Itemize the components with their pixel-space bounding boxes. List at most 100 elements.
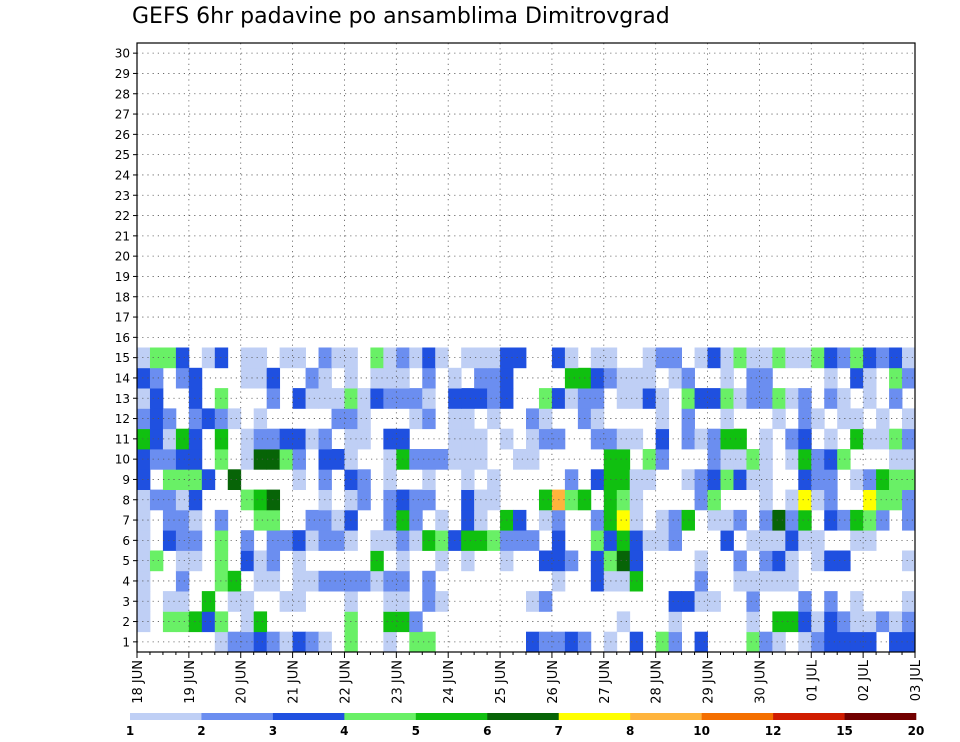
heatmap-cell xyxy=(279,347,293,369)
x-tick-label: 23 JUN xyxy=(390,660,405,704)
heatmap-cell xyxy=(616,469,631,490)
heatmap-cell xyxy=(137,347,151,369)
heatmap-cell xyxy=(461,530,475,551)
heatmap-cell xyxy=(409,449,423,470)
colorbar-label: 12 xyxy=(765,724,782,738)
heatmap-cell xyxy=(889,428,903,450)
y-tick-label: 24 xyxy=(115,168,130,182)
heatmap-cell xyxy=(538,388,553,409)
heatmap-cell xyxy=(201,469,216,490)
heatmap-cell xyxy=(746,570,760,592)
heatmap-cell xyxy=(772,347,786,369)
x-tick-label: 21 JUN xyxy=(287,660,302,704)
heatmap-cell xyxy=(902,408,916,430)
heatmap-cell xyxy=(357,428,371,450)
heatmap-cell xyxy=(824,367,838,389)
heatmap-cell xyxy=(668,591,682,612)
heatmap-cell xyxy=(759,367,773,389)
heatmap-cell xyxy=(798,631,812,653)
heatmap-cell xyxy=(746,631,760,653)
x-tick-label: 27 JUN xyxy=(598,660,613,704)
colorbar-swatch xyxy=(415,713,488,720)
heatmap-cell xyxy=(564,388,579,409)
heatmap-cell xyxy=(331,388,345,409)
heatmap-cell xyxy=(694,347,708,369)
heatmap-cell xyxy=(435,550,449,572)
heatmap-cell xyxy=(188,469,203,490)
heatmap-cell xyxy=(305,367,319,389)
heatmap-cell xyxy=(642,347,657,369)
x-tick-label: 28 JUN xyxy=(650,660,665,704)
heatmap-cell xyxy=(383,631,397,653)
heatmap-cell xyxy=(889,469,903,490)
heatmap-cell xyxy=(733,570,747,592)
heatmap-cell xyxy=(785,428,799,450)
heatmap-cell xyxy=(137,611,151,633)
heatmap-cell xyxy=(279,591,293,612)
heatmap-cell xyxy=(305,631,319,653)
heatmap-cell xyxy=(513,347,527,369)
heatmap-cell xyxy=(850,408,864,430)
x-tick-label: 18 JUN xyxy=(131,660,146,704)
heatmap-cell xyxy=(668,530,682,551)
heatmap-cell xyxy=(435,347,449,369)
heatmap-cell xyxy=(435,591,449,612)
heatmap-cell xyxy=(785,388,799,409)
heatmap-cell xyxy=(811,347,825,369)
heatmap-cell xyxy=(188,428,203,450)
heatmap-cell xyxy=(772,570,786,592)
heatmap-cell xyxy=(357,570,371,592)
heatmap-cell xyxy=(253,449,268,470)
heatmap-cell xyxy=(863,388,877,409)
heatmap-cell xyxy=(746,388,760,409)
heatmap-cell xyxy=(863,509,877,531)
heatmap-cell xyxy=(876,509,890,531)
heatmap-cell xyxy=(188,509,203,531)
heatmap-cell xyxy=(863,489,877,511)
heatmap-cell xyxy=(694,591,708,612)
y-tick-label: 2 xyxy=(122,615,130,629)
heatmap-cell xyxy=(590,347,605,369)
heatmap-cell xyxy=(733,469,747,490)
heatmap-cell xyxy=(461,469,475,490)
heatmap-cell xyxy=(175,347,190,369)
heatmap-cell xyxy=(590,388,605,409)
heatmap-cell xyxy=(435,449,449,470)
heatmap-cell xyxy=(409,408,423,430)
heatmap-cell xyxy=(759,489,773,511)
heatmap-cell xyxy=(824,347,838,369)
heatmap-cell xyxy=(798,408,812,430)
y-tick-label: 28 xyxy=(115,87,130,101)
heatmap-cell xyxy=(240,631,255,653)
heatmap-cell xyxy=(188,388,203,409)
heatmap-cell xyxy=(824,449,838,470)
y-tick-label: 18 xyxy=(115,290,130,304)
heatmap-cell xyxy=(564,469,579,490)
heatmap-cell xyxy=(305,530,319,551)
heatmap-cell xyxy=(694,570,708,592)
heatmap-cell xyxy=(564,550,579,572)
heatmap-cell xyxy=(162,347,177,369)
heatmap-cell xyxy=(863,631,877,653)
heatmap-cell xyxy=(331,530,345,551)
heatmap-cell xyxy=(253,611,268,633)
heatmap-cell xyxy=(746,530,760,551)
heatmap-cell xyxy=(759,530,773,551)
heatmap-cell xyxy=(409,509,423,531)
heatmap-cell xyxy=(850,530,864,551)
x-tick-label: 02 JUL xyxy=(857,659,872,701)
heatmap-cell xyxy=(902,611,916,633)
heatmap-cell xyxy=(487,469,501,490)
x-tick-label: 20 JUN xyxy=(235,660,250,704)
heatmap-cell xyxy=(642,469,657,490)
heatmap-cell xyxy=(461,449,475,470)
heatmap-cell xyxy=(642,530,657,551)
heatmap-cell xyxy=(240,550,255,572)
heatmap-cell xyxy=(616,570,631,592)
heatmap-cell xyxy=(746,611,760,633)
heatmap-cell xyxy=(487,347,501,369)
heatmap-cell xyxy=(759,428,773,450)
heatmap-cell xyxy=(824,591,838,612)
heatmap-cell xyxy=(902,591,916,612)
